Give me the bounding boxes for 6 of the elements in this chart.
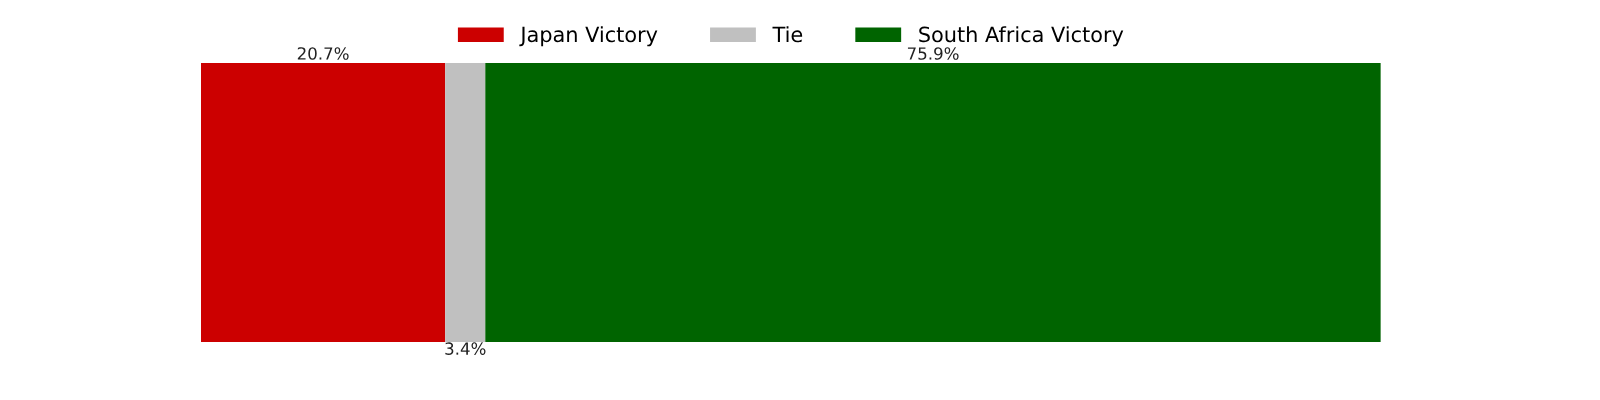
legend-label: South Africa Victory	[919, 26, 1124, 47]
legend-label: Japan Victory	[519, 26, 658, 47]
data-label: 20.7%	[297, 47, 349, 60]
data-label: 3.4%	[445, 342, 486, 355]
legend-label: Tie	[772, 26, 803, 43]
data-label: 75.9%	[907, 47, 959, 60]
